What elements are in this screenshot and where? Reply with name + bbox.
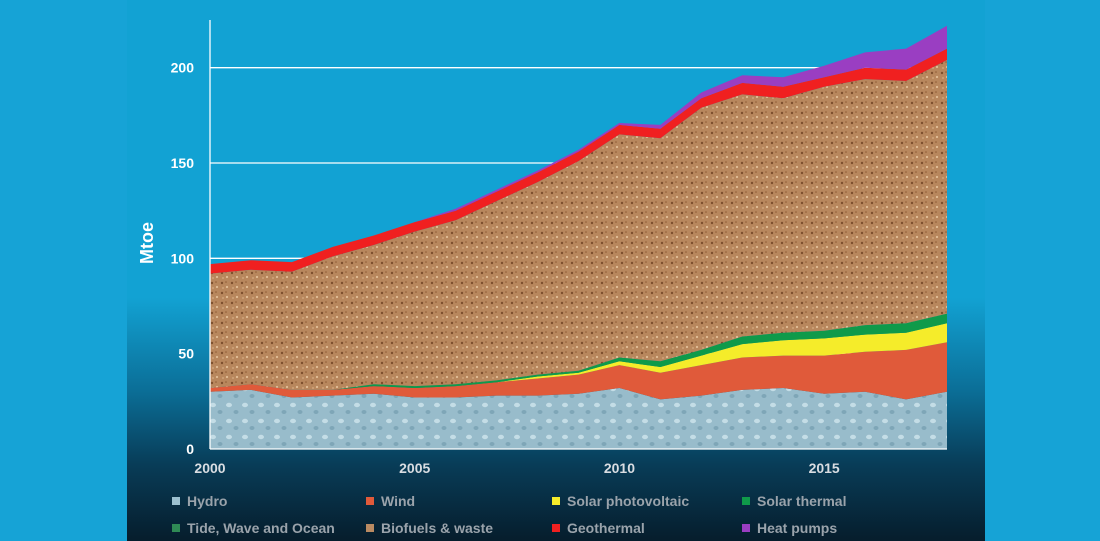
legend-label: Geothermal bbox=[567, 520, 645, 536]
x-tick-label-2015: 2015 bbox=[809, 460, 840, 476]
legend-label: Solar thermal bbox=[757, 493, 846, 509]
legend-swatch bbox=[172, 524, 180, 532]
area-wind bbox=[210, 342, 947, 400]
legend-item-solar-photovoltaic: Solar photovoltaic bbox=[552, 493, 689, 509]
area-biofuels-waste bbox=[210, 60, 947, 390]
x-tick-label-2010: 2010 bbox=[604, 460, 635, 476]
axis-layer: 0 50 100 150 200 2000 2005 2010 2015 Mtoe bbox=[137, 20, 947, 476]
legend-label: Biofuels & waste bbox=[381, 520, 493, 536]
area-geothermal bbox=[210, 48, 947, 274]
legend-swatch bbox=[552, 524, 560, 532]
legend-item-biofuels-waste: Biofuels & waste bbox=[366, 520, 493, 536]
legend-label: Hydro bbox=[187, 493, 227, 509]
legend-label: Heat pumps bbox=[757, 520, 837, 536]
legend-swatch bbox=[552, 497, 560, 505]
y-tick-label-200: 200 bbox=[171, 60, 195, 76]
y-tick-label-0: 0 bbox=[186, 441, 194, 457]
legend-swatch bbox=[742, 524, 750, 532]
legend-label: Wind bbox=[381, 493, 415, 509]
area-hydro bbox=[210, 388, 947, 449]
y-tick-label-50: 50 bbox=[178, 346, 194, 362]
y-axis-label: Mtoe bbox=[137, 222, 157, 264]
legend-item-geothermal: Geothermal bbox=[552, 520, 645, 536]
x-tick-label-2005: 2005 bbox=[399, 460, 430, 476]
legend-item-solar-thermal: Solar thermal bbox=[742, 493, 846, 509]
legend-label: Solar photovoltaic bbox=[567, 493, 689, 509]
legend-swatch bbox=[742, 497, 750, 505]
y-tick-label-100: 100 bbox=[171, 250, 195, 266]
legend-label: Tide, Wave and Ocean bbox=[187, 520, 335, 536]
legend-swatch bbox=[366, 524, 374, 532]
area-layer bbox=[210, 25, 947, 449]
legend-swatch bbox=[172, 497, 180, 505]
legend-item-tide-wave-and-ocean: Tide, Wave and Ocean bbox=[172, 520, 335, 536]
legend-item-heat-pumps: Heat pumps bbox=[742, 520, 837, 536]
legend-item-wind: Wind bbox=[366, 493, 415, 509]
y-tick-label-150: 150 bbox=[171, 155, 195, 171]
x-tick-label-2000: 2000 bbox=[194, 460, 225, 476]
legend-item-hydro: Hydro bbox=[172, 493, 227, 509]
legend-layer: Hydro Wind Solar photovoltaic Solar thermal… bbox=[172, 493, 846, 536]
legend-swatch bbox=[366, 497, 374, 505]
